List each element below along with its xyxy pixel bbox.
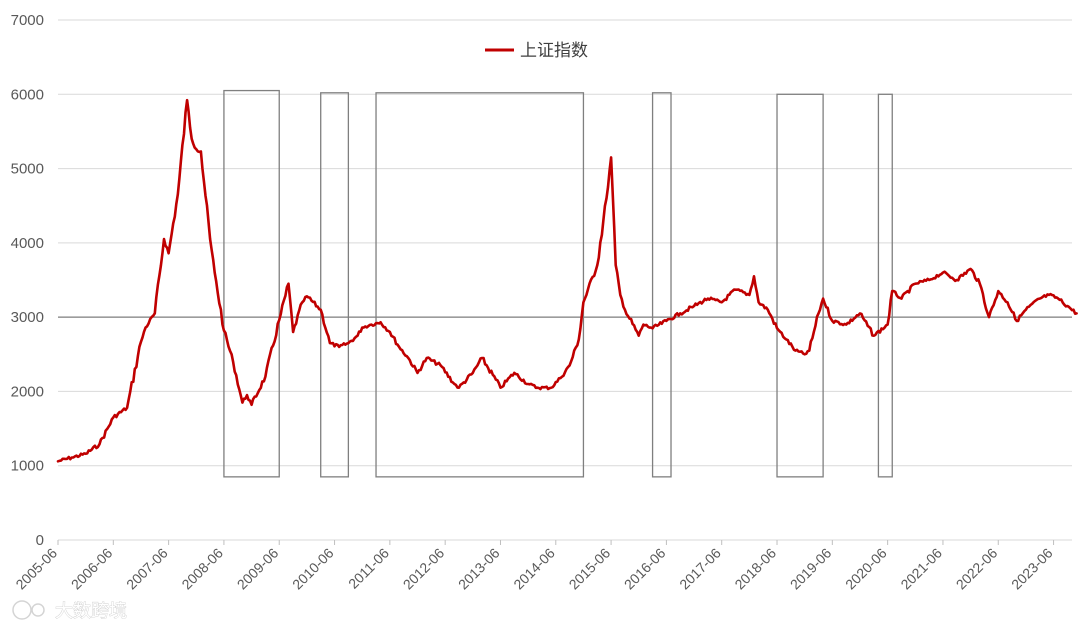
- x-tick-label-2020-06: 2020-06: [842, 545, 890, 593]
- highlight-boxes: [223, 89, 893, 478]
- x-tick-label-2015-06: 2015-06: [566, 545, 614, 593]
- y-tick-label-7000: 7000: [11, 12, 44, 29]
- x-tick-label-2016-06: 2016-06: [621, 545, 669, 593]
- highlight-box-5: [776, 93, 824, 478]
- highlight-box-6: [877, 93, 893, 478]
- x-tick-label-2012-06: 2012-06: [400, 545, 448, 593]
- x-tick-label-2011-06: 2011-06: [345, 545, 392, 592]
- y-tick-label-3000: 3000: [11, 309, 44, 326]
- legend: 上证指数: [485, 41, 588, 61]
- legend-label-shanghai-index: 上证指数: [520, 41, 588, 61]
- x-axis: 2005-06 2006-06 2007-06 2008-06 2009-06 2010-…: [12, 539, 1072, 593]
- x-tick-label-2013-06: 2013-06: [455, 545, 503, 593]
- x-tick-label-2023-06: 2023-06: [1008, 545, 1056, 593]
- x-tick-label-2014-06: 2014-06: [510, 545, 558, 593]
- watermark: 大数跨境: [12, 600, 127, 622]
- x-tick-label-2005-06: 2005-06: [12, 545, 60, 593]
- y-tick-label-1000: 1000: [11, 458, 44, 475]
- x-tick-label-2007-06: 2007-06: [123, 545, 171, 593]
- y-tick-label-5000: 5000: [11, 161, 44, 178]
- highlight-box-3: [375, 92, 585, 478]
- x-tick-label-2006-06: 2006-06: [68, 545, 116, 593]
- x-tick-label-2008-06: 2008-06: [178, 545, 226, 593]
- highlight-box-2: [320, 92, 350, 478]
- series-line-0: [56, 98, 1078, 463]
- x-tick-label-2009-06: 2009-06: [234, 545, 282, 593]
- watermark-text: 大数跨境: [55, 601, 127, 622]
- x-tick-label-2010-06: 2010-06: [289, 545, 337, 593]
- x-tick-label-2019-06: 2019-06: [787, 545, 835, 593]
- x-tick-label-2018-06: 2018-06: [731, 545, 779, 593]
- y-tick-label-2000: 2000: [11, 383, 44, 400]
- y-axis: 0 1000 2000 3000 4000 5000 6000 7000: [11, 12, 44, 549]
- y-tick-label-6000: 6000: [11, 86, 44, 103]
- watermark-logo-icon: [12, 600, 32, 620]
- series-group: [56, 98, 1078, 463]
- x-tick-label-2022-06: 2022-06: [953, 545, 1001, 593]
- highlight-box-1: [223, 89, 280, 478]
- x-tick-label-2021-06: 2021-06: [897, 545, 945, 593]
- y-tick-label-4000: 4000: [11, 235, 44, 252]
- highlight-box-4: [651, 92, 672, 478]
- y-tick-label-0: 0: [36, 532, 44, 549]
- watermark-logo-dot-icon: [31, 603, 45, 617]
- x-tick-label-2017-06: 2017-06: [676, 545, 724, 593]
